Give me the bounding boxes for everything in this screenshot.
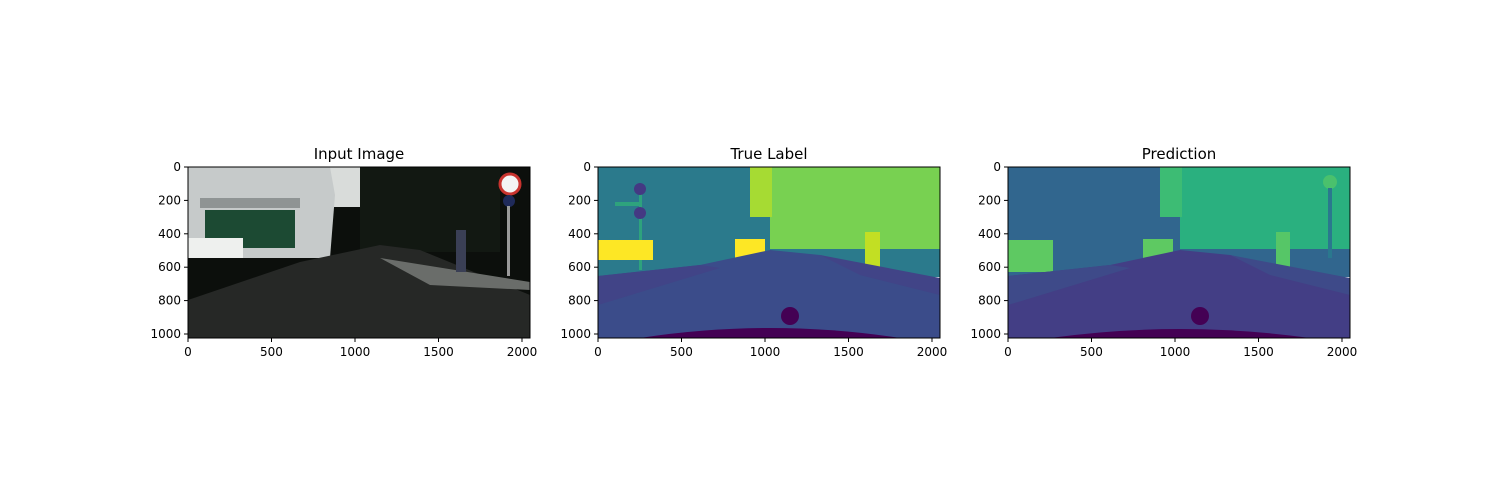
panel-prediction: Prediction 0 500 1000 1500 2000 0 200 400 600 80…: [970, 145, 1357, 359]
sidewalk-left: [1008, 265, 1130, 305]
panel-title: Input Image: [314, 145, 405, 163]
y-tick-label: 0: [583, 160, 591, 174]
axes-frame: [1007, 166, 1351, 339]
y-tick-label: 200: [978, 193, 1001, 207]
x-tick-label: 1000: [340, 345, 371, 359]
y-tick-label: 600: [158, 260, 181, 274]
sky-region: [330, 167, 365, 207]
x-tick-label: 0: [594, 345, 602, 359]
pole: [639, 185, 642, 270]
x-tick-label: 1500: [833, 345, 864, 359]
ego-vehicle: [1050, 329, 1310, 338]
y-tick-label: 0: [993, 160, 1001, 174]
tree-trunk: [750, 167, 772, 217]
x-axis: 0 500 1000 1500 2000: [184, 338, 537, 359]
car-left: [598, 240, 653, 260]
y-tick-label: 1000: [560, 327, 591, 341]
y-tick-label: 800: [158, 294, 181, 308]
awning: [200, 198, 300, 208]
vegetation-region: [1180, 167, 1350, 249]
y-axis: 0 200 400 600 800 1000: [970, 160, 1008, 341]
vegetation-region: [770, 167, 940, 249]
x-tick-label: 2000: [1327, 345, 1358, 359]
y-tick-label: 400: [158, 227, 181, 241]
ego-vehicle: [640, 328, 900, 338]
x-tick-label: 2000: [507, 345, 538, 359]
round-sign: [503, 195, 515, 207]
panel-true-label: True Label 0 500 1000 1500 2000 0 200 400 600 80…: [560, 145, 947, 359]
x-tick-label: 500: [260, 345, 283, 359]
y-tick-label: 0: [173, 160, 181, 174]
x-tick-label: 500: [1080, 345, 1103, 359]
car-left: [1008, 240, 1053, 272]
x-tick-label: 1500: [1243, 345, 1274, 359]
sign: [1323, 175, 1337, 189]
tree-trunk: [1160, 167, 1182, 217]
x-tick-label: 0: [184, 345, 192, 359]
parked-car: [188, 238, 243, 258]
road-surface: [188, 245, 530, 338]
sign: [634, 207, 646, 219]
x-axis: 0 500 1000 1500 2000: [1004, 338, 1357, 359]
sidewalk-right: [380, 258, 530, 290]
segmentation-prediction: [1008, 167, 1350, 338]
x-tick-label: 1500: [423, 345, 454, 359]
person: [1276, 232, 1290, 274]
y-axis: 0 200 400 600 800 1000: [560, 160, 598, 341]
x-axis: 0 500 1000 1500 2000: [594, 338, 947, 359]
panel-title: Prediction: [1142, 145, 1217, 163]
segmentation-true: [598, 167, 940, 338]
y-tick-label: 800: [568, 294, 591, 308]
ego-marker: [781, 307, 799, 325]
panel-title: True Label: [729, 145, 807, 163]
y-tick-label: 1000: [150, 327, 181, 341]
y-tick-label: 600: [568, 260, 591, 274]
pole: [1328, 188, 1332, 258]
x-tick-label: 500: [670, 345, 693, 359]
input-image: [188, 167, 530, 338]
x-tick-label: 2000: [917, 345, 948, 359]
ego-marker: [1191, 307, 1209, 325]
sign-pole: [507, 206, 510, 276]
panel-input-image: Input Image 0 500 1000 1500 2000 0 200 400 600 8…: [150, 145, 537, 359]
x-tick-label: 1000: [750, 345, 781, 359]
person: [865, 232, 880, 274]
y-tick-label: 1000: [970, 327, 1001, 341]
y-tick-label: 200: [568, 193, 591, 207]
y-tick-label: 800: [978, 294, 1001, 308]
axes-frame: [187, 166, 531, 339]
x-tick-label: 0: [1004, 345, 1012, 359]
y-tick-label: 400: [568, 227, 591, 241]
x-tick-label: 1000: [1160, 345, 1191, 359]
sidewalk-left: [598, 265, 720, 305]
sidewalk-right: [820, 255, 940, 295]
pedestrian: [456, 230, 466, 272]
sidewalk-right: [1230, 255, 1350, 295]
dark-trees: [360, 167, 500, 252]
speed-sign: [498, 172, 522, 196]
y-tick-label: 600: [978, 260, 1001, 274]
y-tick-label: 400: [978, 227, 1001, 241]
sign-bar: [615, 202, 640, 206]
y-tick-label: 200: [158, 193, 181, 207]
y-axis: 0 200 400 600 800 1000: [150, 160, 188, 341]
sign: [634, 183, 646, 195]
axes-frame: [597, 166, 941, 339]
